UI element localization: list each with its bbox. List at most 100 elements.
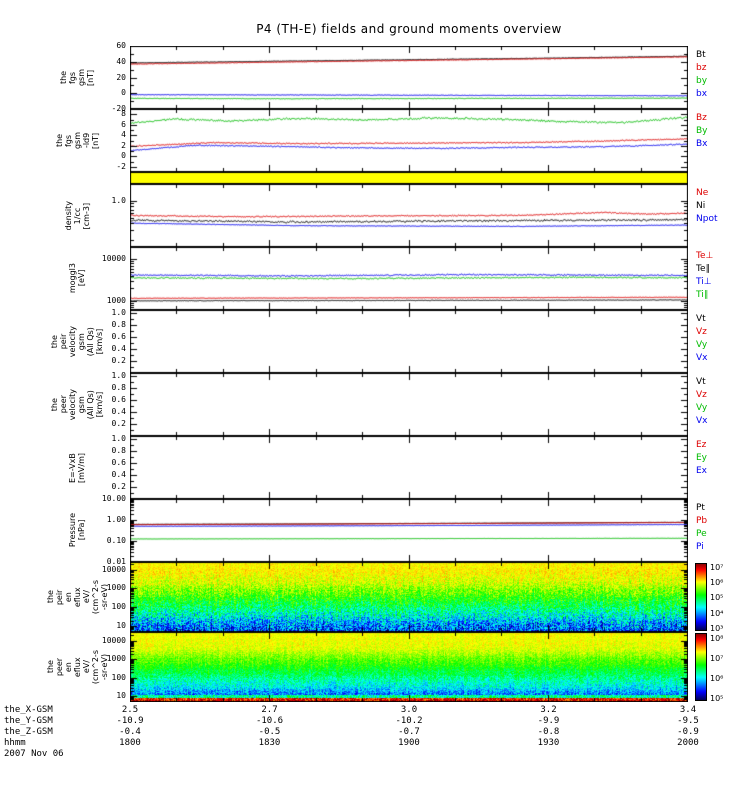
panel-peer-velocity-ytick-4: 0.2	[111, 419, 126, 428]
panel-density-ylabel-text: density 1/cc [cm-3]	[63, 200, 91, 231]
panel-efield-ytick-0: 1.0	[111, 434, 126, 443]
panel-peir-velocity-ytick-2: 0.6	[111, 332, 126, 341]
panel-fgs-gsm-ld9-series-label-Bx: Bx	[696, 139, 708, 149]
panel-peer-velocity-series-label-Vy: Vy	[696, 403, 708, 413]
panel-fgs-gsm-ld9-series-label-By: By	[696, 126, 708, 136]
panel-peir-velocity-series-label-Vz: Vz	[696, 327, 707, 337]
panel-fgs-gsm-ytick-3: 40	[116, 56, 126, 66]
panel-peir-eflux-colorbar-tick-0: 10⁷	[710, 562, 724, 572]
panel-density-series-label-Ne: Ne	[696, 188, 709, 198]
panel-fgs-gsm-ld9-ytick-4: 0	[121, 151, 126, 161]
panel-peir-eflux-colorbar-tick-4: 10³	[710, 624, 724, 633]
axis-value-hhmm-2: 1900	[398, 738, 420, 748]
panel-peir-eflux-colorbar-tick-2: 10⁵	[710, 593, 724, 603]
panel-peir-velocity-plot-canvas	[130, 310, 688, 373]
panel-fgs-gsm-ld9-ytick-5: -2	[116, 161, 126, 171]
panel-peir-velocity-ytick-4: 0.2	[111, 356, 126, 365]
panel-density-ylabel: density 1/cc [cm-3]	[28, 184, 126, 247]
panel-temperature-ytick-0: 10000	[101, 254, 126, 264]
panel-peer-velocity-ytick-3: 0.4	[111, 407, 126, 416]
panel-density: density 1/cc [cm-3] 1.0 Ne Ni Npot	[0, 184, 750, 247]
axis-value-hhmm-0: 1800	[119, 738, 141, 748]
panel-fgs-gsm-series-label-Bt: Bt	[696, 50, 706, 60]
panel-peir-velocity-series-label-Vt: Vt	[696, 314, 706, 324]
panel-peer-velocity: the peer velocity gsm (All Qs) [km/s] 1.0…	[0, 371, 750, 436]
axis-value-hhmm-3: 1930	[537, 738, 560, 748]
panel-fgs-gsm-plot-canvas	[130, 46, 688, 109]
panel-pressure-plot-canvas	[130, 499, 688, 562]
panel-temperature-ytick-1: 1000	[106, 295, 126, 305]
panel-peir-velocity-ytick-3: 0.4	[111, 344, 126, 353]
panel-fgs-gsm-series-label-bz: bz	[696, 63, 707, 73]
panel-efield-ytick-3: 0.4	[111, 470, 126, 479]
panel-efield-series-label-Ez: Ez	[696, 440, 707, 450]
plot-title: P4 (TH-E) fields and ground moments over…	[256, 22, 562, 36]
panel-temperature: moggl3 [eV] 10000 1000 Te⊥ Te∥ Ti⊥ Ti∥	[0, 247, 750, 310]
panel-fgs-gsm-ld9-ytick-0: 8	[121, 109, 126, 119]
panel-peer-velocity-series-label-Vx: Vx	[696, 416, 708, 426]
axis-value-the_X-GSM-3: 3.2	[540, 705, 557, 715]
panel-temperature-series-label-Te∥: Te∥	[696, 264, 711, 274]
panel-temperature-series-label-Ti⊥: Ti⊥	[696, 277, 712, 287]
panel-peer-eflux-ytick-1: 1000	[106, 654, 126, 664]
axis-value-the_Z-GSM-3: -0.8	[537, 727, 560, 737]
panel-density-plot-canvas	[130, 184, 688, 247]
panel-temperature-ylabel-text: moggl3 [eV]	[68, 263, 86, 294]
panel-fgs-gsm-ld9: the fgs gsm -ld9 [nT] 8 6 4 2 0 -2 Bz By Bx	[0, 109, 750, 172]
panel-pressure-ytick-1: 1.00	[106, 515, 126, 524]
panel-peir-velocity-series-label-Vx: Vx	[696, 353, 708, 363]
panel-peir-velocity: the peir velocity gsm (All Qs) [km/s] 1.0…	[0, 308, 750, 373]
panel-efield-plot-canvas	[130, 436, 688, 499]
panel-pressure-series-label-Pe: Pe	[696, 529, 707, 539]
axis-value-the_X-GSM-1: 2.7	[261, 705, 278, 715]
panel-fgs-gsm-ytick-2: 20	[116, 72, 126, 82]
panel-peir-eflux-colorbar	[695, 563, 707, 631]
panel-efield-ytick-4: 0.2	[111, 482, 126, 491]
panel-flag-bar-plot-canvas	[130, 172, 688, 184]
panel-efield-ytick-1: 0.8	[111, 446, 126, 455]
axis-value-the_X-GSM-0: 2.5	[121, 705, 139, 715]
panel-efield-series-label-Ex: Ex	[696, 466, 708, 476]
panel-density-series-label-Ni: Ni	[696, 201, 706, 211]
panel-fgs-gsm-ld9-series-label-Bz: Bz	[696, 113, 707, 123]
panel-peer-eflux-colorbar-tick-1: 10⁷	[710, 654, 724, 663]
panel-efield: E=-VxB [mV/m] 1.0 0.8 0.6 0.4 0.2 Ez Ey Ex	[0, 434, 750, 499]
axis-value-the_Y-GSM-0: -10.9	[116, 716, 144, 726]
panel-peer-eflux-colorbar-tick-0: 10⁸	[710, 634, 724, 643]
axis-value-the_Y-GSM-4: -9.5	[677, 716, 699, 726]
axis-value-the_Y-GSM-1: -10.6	[255, 716, 284, 726]
axis-value-the_Z-GSM-2: -0.7	[398, 727, 420, 737]
panel-peer-eflux-colorbar	[695, 633, 707, 701]
panel-pressure-ytick-0: 10.00	[101, 494, 126, 503]
axis-value-the_Y-GSM-2: -10.2	[395, 716, 423, 726]
axis-value-the_X-GSM-2: 3.0	[400, 705, 418, 715]
panel-peir-eflux-colorbar-tick-3: 10⁴	[710, 608, 724, 618]
panel-peer-velocity-series-label-Vt: Vt	[696, 377, 706, 387]
axis-date: 2007 Nov 06	[4, 749, 64, 759]
panel-density-series-label-Npot: Npot	[696, 214, 718, 224]
axis-row-header-the_Y-GSM: the_Y-GSM	[4, 716, 53, 726]
panel-fgs-gsm-ld9-ytick-1: 6	[121, 119, 126, 129]
panel-pressure-series-label-Pi: Pi	[696, 542, 704, 552]
panel-pressure: Pressure [nPa] 10.00 1.00 0.10 0.01 Pt Pb Pe Pi	[0, 494, 750, 566]
panel-temperature-plot-canvas	[130, 247, 688, 310]
panel-peir-eflux-ytick-3: 10	[116, 621, 126, 631]
panel-peir-velocity-ytick-1: 0.8	[111, 320, 126, 329]
panel-fgs-gsm-ytick-4: 60	[116, 41, 126, 50]
panel-fgs-gsm-ld9-plot-canvas	[130, 109, 688, 172]
axis-row-header-hhmm: hhmm	[4, 738, 26, 748]
panel-peer-eflux-colorbar-tick-2: 10⁶	[710, 674, 724, 683]
panel-flag-bar	[0, 172, 750, 184]
panel-fgs-gsm-ytick-1: 0	[121, 88, 126, 98]
panel-pressure-ytick-3: 0.01	[106, 557, 126, 566]
panel-peir-eflux-ytick-1: 1000	[106, 583, 126, 593]
axis-value-hhmm-1: 1830	[258, 738, 281, 748]
panel-fgs-gsm-series-label-bx: bx	[696, 89, 708, 99]
panel-pressure-series-label-Pt: Pt	[696, 503, 705, 513]
panel-pressure-ylabel: Pressure [nPa]	[28, 499, 126, 562]
panel-peer-velocity-plot-canvas	[130, 373, 688, 436]
panel-pressure-ytick-2: 0.10	[106, 536, 126, 545]
panel-peer-eflux: the peer en eflux eV/ (cm^2-s -sr-eV) 100…	[0, 632, 750, 703]
panel-fgs-gsm-ld9-ytick-2: 4	[121, 130, 126, 140]
